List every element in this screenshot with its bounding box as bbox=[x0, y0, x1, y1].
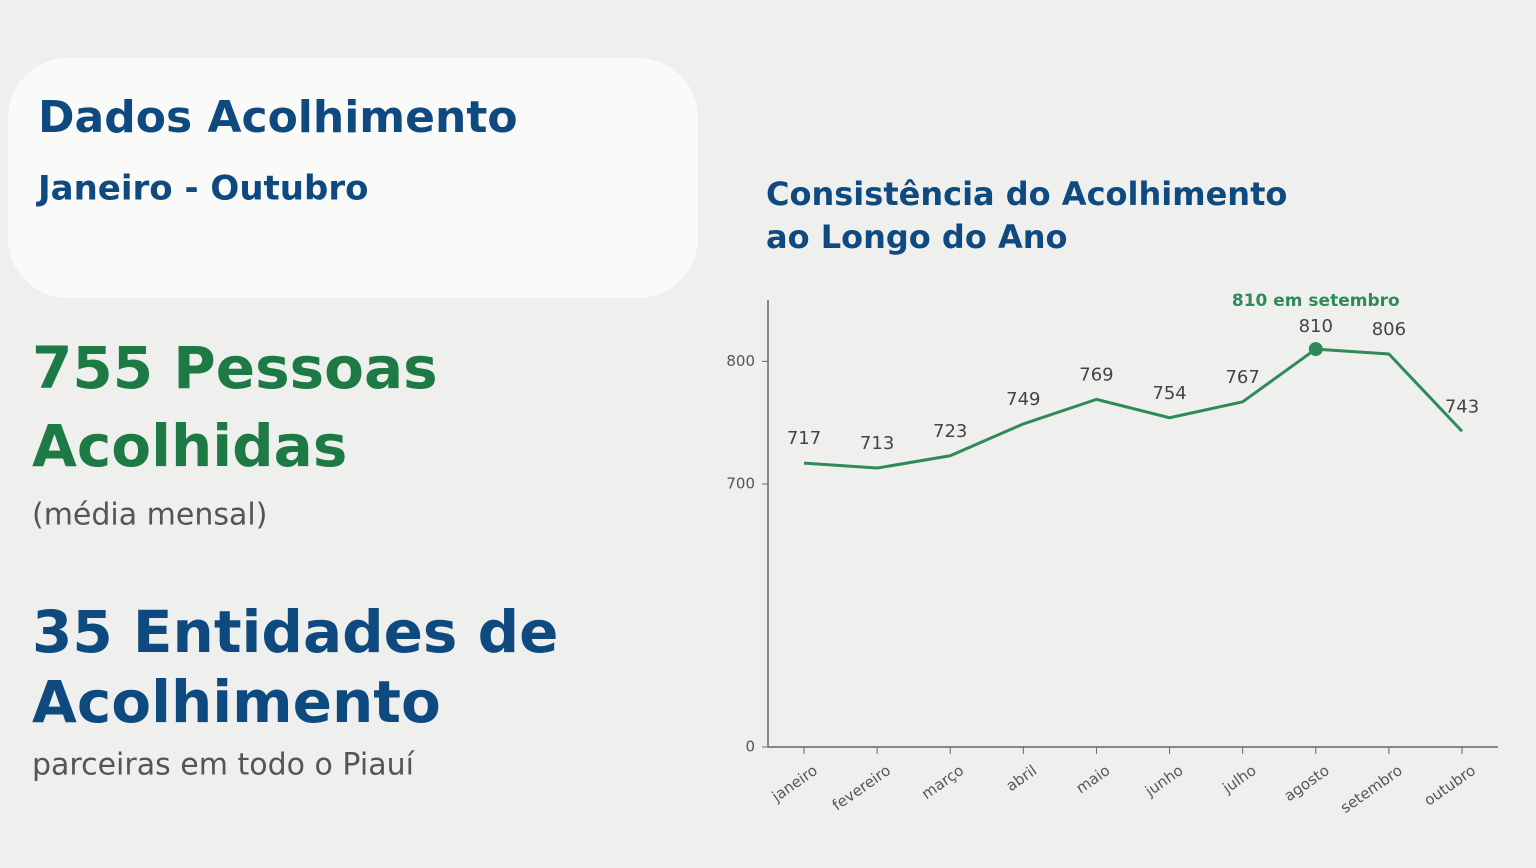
value-label: 767 bbox=[1225, 367, 1259, 388]
value-label: 806 bbox=[1372, 319, 1406, 340]
chart-title: ao Longo do Ano bbox=[766, 218, 1067, 256]
value-label: 754 bbox=[1152, 383, 1186, 404]
value-label: 749 bbox=[1006, 389, 1040, 410]
stat-line: Acolhidas bbox=[32, 412, 347, 480]
x-tick-label: setembro bbox=[1337, 761, 1406, 817]
highlight-point bbox=[1308, 342, 1323, 357]
x-tick-label: maio bbox=[1073, 761, 1114, 797]
x-tick-label: março bbox=[918, 761, 967, 803]
stat-line: 35 Entidades de bbox=[32, 598, 559, 666]
x-tick-label: abril bbox=[1003, 761, 1041, 795]
stat-note: parceiras em todo o Piauí bbox=[32, 748, 416, 783]
stat-line: Acolhimento bbox=[32, 668, 441, 736]
value-label: 717 bbox=[787, 428, 821, 449]
y-tick-label: 700 bbox=[726, 475, 755, 493]
x-tick-label: janeiro bbox=[768, 761, 821, 806]
x-tick-label: junho bbox=[1141, 761, 1186, 800]
x-tick-label: agosto bbox=[1281, 761, 1333, 805]
line bbox=[803, 347, 1464, 470]
value-label: 810 bbox=[1299, 316, 1333, 337]
chart-title: Consistência do Acolhimento bbox=[766, 175, 1287, 213]
annotation: 810 em setembro bbox=[1232, 291, 1400, 311]
y-tick-label: 800 bbox=[726, 352, 755, 370]
value-label: 769 bbox=[1079, 364, 1113, 385]
header-box bbox=[8, 58, 698, 298]
value-label: 723 bbox=[933, 421, 967, 442]
value-label: 743 bbox=[1445, 396, 1479, 417]
header-title: Dados Acolhimento bbox=[38, 92, 518, 143]
header-subtitle: Janeiro - Outubro bbox=[36, 169, 368, 209]
stat-line: 755 Pessoas bbox=[32, 334, 438, 402]
x-tick-label: fevereiro bbox=[829, 761, 894, 814]
x-tick-label: outubro bbox=[1421, 761, 1479, 809]
y-tick-label: 0 bbox=[745, 738, 755, 756]
x-tick-label: julho bbox=[1218, 761, 1259, 797]
stat-note: (média mensal) bbox=[32, 498, 267, 533]
value-label: 713 bbox=[860, 433, 894, 454]
